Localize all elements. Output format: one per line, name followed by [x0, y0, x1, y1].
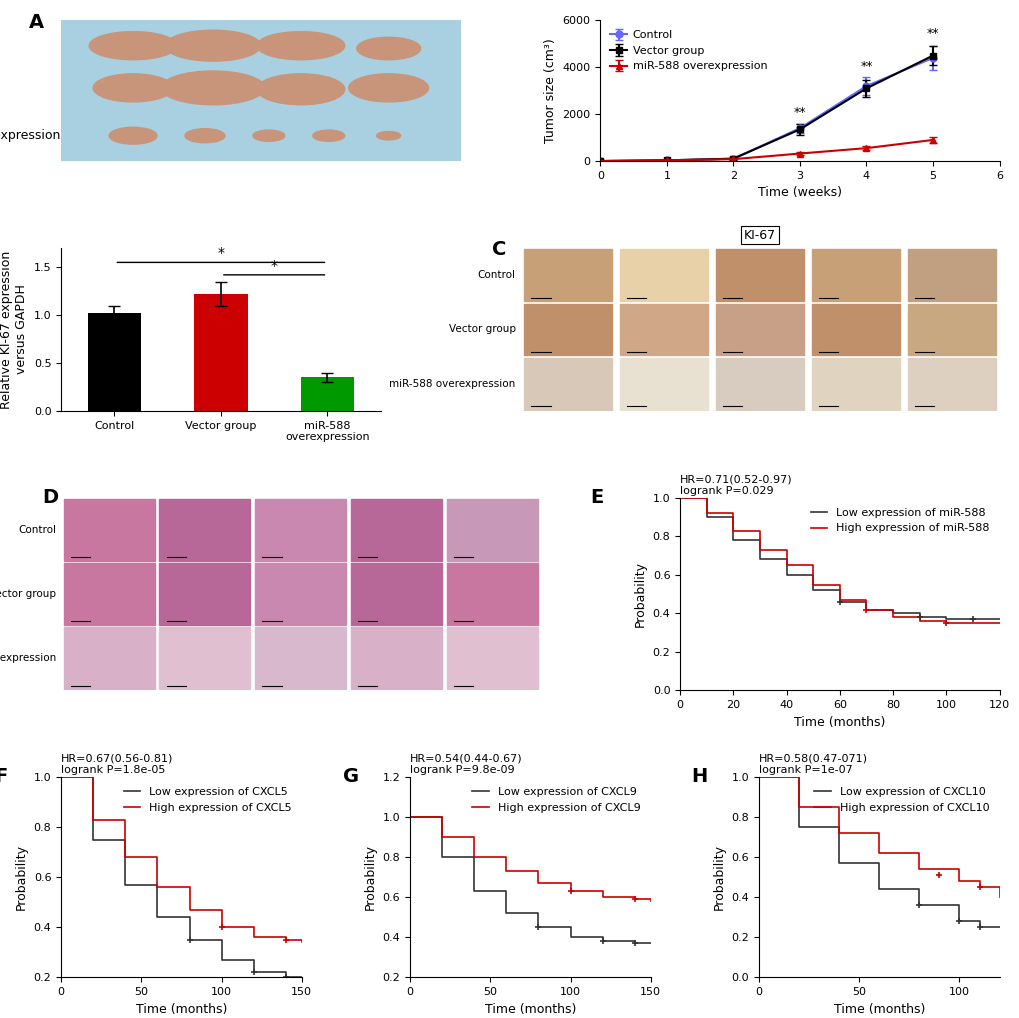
Bar	[620, 358, 707, 409]
Ellipse shape	[257, 32, 344, 60]
Text: H: H	[691, 768, 707, 786]
Text: **: **	[926, 27, 938, 41]
Legend: Low expression of CXCL5, High expression of CXCL5: Low expression of CXCL5, High expression…	[119, 783, 296, 817]
Bar	[63, 627, 155, 689]
Y-axis label: Probability: Probability	[364, 844, 377, 910]
Text: **: **	[793, 106, 805, 119]
Bar	[715, 303, 803, 355]
Text: *: *	[217, 245, 224, 260]
Ellipse shape	[165, 31, 261, 61]
Bar	[63, 563, 155, 625]
Text: HR=0.67(0.56-0.81)
logrank P=1.8e-05: HR=0.67(0.56-0.81) logrank P=1.8e-05	[61, 753, 173, 776]
Bar	[301, 378, 354, 411]
X-axis label: Time (months): Time (months)	[833, 1003, 924, 1016]
Bar	[811, 358, 899, 409]
Text: E: E	[590, 489, 603, 507]
Ellipse shape	[257, 74, 344, 105]
Legend: Control, Vector group, miR-588 overexpression: Control, Vector group, miR-588 overexpre…	[605, 25, 770, 76]
Bar	[524, 358, 611, 409]
Bar	[351, 627, 441, 689]
Text: A: A	[30, 13, 45, 33]
Bar	[907, 249, 995, 301]
Ellipse shape	[313, 130, 344, 142]
Bar	[715, 358, 803, 409]
Text: HR=0.58(0.47-071)
logrank P=1e-07: HR=0.58(0.47-071) logrank P=1e-07	[758, 753, 867, 776]
Text: D: D	[42, 489, 58, 507]
Text: miR-588 overexpression: miR-588 overexpression	[0, 129, 61, 143]
Y-axis label: Relative KI-67 expression
versus GAPDH: Relative KI-67 expression versus GAPDH	[0, 250, 29, 408]
Y-axis label: Probability: Probability	[634, 561, 646, 627]
Bar	[446, 627, 537, 689]
X-axis label: Time (months): Time (months)	[794, 716, 884, 729]
Ellipse shape	[89, 32, 177, 60]
Bar	[88, 314, 141, 411]
Ellipse shape	[184, 128, 225, 143]
Bar	[255, 627, 346, 689]
Y-axis label: Probability: Probability	[712, 844, 726, 910]
Bar	[715, 249, 803, 301]
X-axis label: Time (weeks): Time (weeks)	[757, 186, 841, 200]
Bar	[159, 563, 251, 625]
Text: Vector group: Vector group	[0, 589, 56, 600]
Text: *: *	[270, 259, 277, 273]
Text: Vector group: Vector group	[448, 325, 516, 335]
Legend: Low expression of miR-588, High expression of miR-588: Low expression of miR-588, High expressi…	[805, 504, 994, 538]
Text: HR=0.71(0.52-0.97)
logrank P=0.029: HR=0.71(0.52-0.97) logrank P=0.029	[680, 474, 792, 496]
Bar	[524, 303, 611, 355]
Ellipse shape	[357, 38, 420, 60]
Bar	[194, 294, 248, 411]
Y-axis label: Probability: Probability	[15, 844, 29, 910]
Ellipse shape	[253, 130, 284, 142]
X-axis label: Time (months): Time (months)	[484, 1003, 576, 1016]
Bar	[255, 563, 346, 625]
Bar	[446, 563, 537, 625]
Bar	[907, 303, 995, 355]
Bar	[351, 499, 441, 561]
Text: HR=0.54(0.44-0.67)
logrank P=9.8e-09: HR=0.54(0.44-0.67) logrank P=9.8e-09	[410, 753, 522, 776]
Ellipse shape	[161, 71, 265, 105]
Ellipse shape	[376, 131, 400, 139]
Bar	[159, 627, 251, 689]
Text: miR-588 overexpression: miR-588 overexpression	[0, 654, 56, 664]
Bar	[907, 358, 995, 409]
Bar	[811, 303, 899, 355]
Text: Control: Control	[18, 525, 56, 535]
Bar	[811, 249, 899, 301]
Bar	[63, 499, 155, 561]
Ellipse shape	[348, 74, 428, 102]
Text: C: C	[491, 240, 505, 259]
Text: Control: Control	[477, 270, 516, 280]
Ellipse shape	[93, 74, 173, 102]
Text: miR-588 overexpression: miR-588 overexpression	[389, 379, 516, 389]
Bar	[524, 249, 611, 301]
Bar	[351, 563, 441, 625]
Bar	[620, 303, 707, 355]
Bar	[620, 249, 707, 301]
Legend: Low expression of CXCL9, High expression of CXCL9: Low expression of CXCL9, High expression…	[468, 783, 645, 817]
Bar	[255, 499, 346, 561]
Bar	[159, 499, 251, 561]
X-axis label: Time (months): Time (months)	[136, 1003, 227, 1016]
Text: F: F	[0, 768, 7, 786]
Text: G: G	[342, 768, 359, 786]
Legend: Low expression of CXCL10, High expression of CXCL10: Low expression of CXCL10, High expressio…	[809, 783, 994, 817]
Ellipse shape	[109, 127, 157, 145]
Bar	[446, 499, 537, 561]
Text: **: **	[859, 60, 872, 73]
Y-axis label: Tumor size (cm³): Tumor size (cm³)	[543, 39, 556, 144]
Text: KI-67: KI-67	[743, 228, 775, 241]
